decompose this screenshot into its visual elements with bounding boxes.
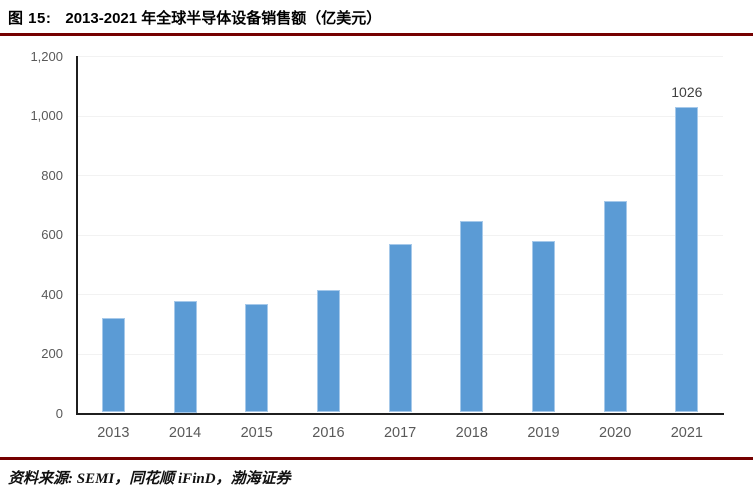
bar-value-label: 1026 (671, 84, 703, 101)
grid-line (78, 56, 723, 57)
figure-header: 图 15: 2013-2021 年全球半导体设备销售额（亿美元） (8, 7, 745, 28)
bar-2016 (316, 289, 340, 413)
x-axis-line (76, 412, 724, 415)
x-axis-tick-label: 2020 (599, 425, 632, 441)
grid-line (78, 175, 723, 176)
y-axis-tick-label: 800 (41, 167, 63, 183)
x-axis-tick-label: 2019 (527, 425, 560, 441)
y-axis-tick-label: 400 (41, 286, 63, 302)
bar-2017 (388, 244, 412, 413)
bar-2020 (603, 200, 627, 413)
bar-2015 (245, 303, 269, 413)
bar-2019 (531, 241, 555, 413)
title-divider-line (0, 33, 753, 36)
y-axis-tick-label: 200 (41, 346, 63, 361)
x-axis-tick-label: 2017 (383, 425, 417, 441)
y-axis-tick-label: 600 (41, 227, 63, 242)
x-axis-tick-label: 2016 (312, 425, 345, 441)
grid-line (78, 115, 723, 117)
source-note: 资料来源: SEMI，同花顺 iFinD，渤海证券 (8, 471, 291, 487)
y-axis-tick-label: 1,000 (30, 108, 63, 123)
bar-2021 (675, 107, 699, 413)
bar-chart: 0 200 400 600 800 1,000 1,200 2013 2014 2015 2016… (30, 48, 724, 441)
y-axis-tick-label: 1,200 (30, 48, 63, 64)
y-axis-tick-label: 0 (55, 405, 63, 421)
figure-title: 2013-2021 年全球半导体设备销售额（亿美元） (65, 10, 382, 27)
x-axis-tick-label: 2018 (455, 425, 488, 441)
x-axis-tick-label: 2014 (168, 425, 202, 441)
bar-2014 (173, 300, 197, 413)
y-axis-line (76, 56, 78, 414)
x-axis-tick-label: 2021 (670, 425, 703, 441)
source-divider-line (0, 457, 753, 460)
grid-line (78, 234, 723, 236)
bar-2018 (460, 220, 484, 413)
bar-2013 (101, 317, 125, 413)
x-axis-tick-label: 2013 (97, 425, 130, 441)
figure-number: 图 15: (8, 10, 52, 27)
x-axis-tick-label: 2015 (240, 425, 273, 441)
